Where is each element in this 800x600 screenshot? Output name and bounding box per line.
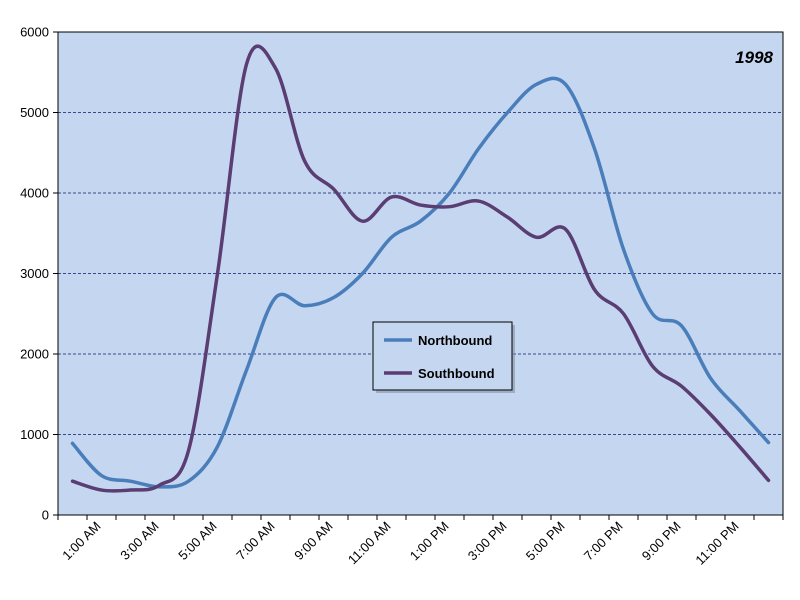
y-tick-label: 5000 (20, 105, 49, 120)
x-tick-label: 1:00 PM (407, 519, 452, 564)
x-tick-label: 7:00 AM (233, 519, 277, 563)
y-tick-label: 2000 (20, 347, 49, 362)
x-tick-label: 7:00 PM (581, 519, 626, 564)
x-tick-label: 9:00 AM (291, 519, 335, 563)
legend-label-southbound: Southbound (418, 366, 495, 381)
x-tick-label: 3:00 PM (465, 519, 510, 564)
y-tick-label: 1000 (20, 427, 49, 442)
x-tick-label: 11:00 PM (692, 519, 741, 568)
y-tick-label: 4000 (20, 186, 49, 201)
legend-box (372, 321, 513, 391)
y-axis-ticks: 0 1000 2000 3000 4000 5000 6000 (20, 25, 58, 523)
x-tick-label: 5:00 AM (175, 519, 219, 563)
series-line-southbound (70, 44, 771, 493)
x-tick-label: 11:00 AM (345, 519, 394, 568)
x-tick-label: 5:00 PM (523, 519, 568, 564)
y-tick-label: 6000 (20, 25, 49, 40)
series-lines (70, 44, 771, 493)
legend: Northbound Southbound (372, 321, 515, 393)
x-axis-ticks: 1:00 AM 3:00 AM 5:00 AM 7:00 AM 9:00 AM 11:00… (57, 515, 784, 568)
x-tick-label: 1:00 AM (59, 519, 103, 563)
series-line-northbound (70, 76, 771, 489)
chart-title: 1998 (735, 48, 773, 67)
x-tick-label: 3:00 AM (117, 519, 161, 563)
y-tick-label: 0 (42, 508, 49, 523)
y-tick-label: 3000 (20, 266, 49, 281)
x-tick-label: 9:00 PM (639, 519, 684, 564)
legend-label-northbound: Northbound (418, 333, 492, 348)
